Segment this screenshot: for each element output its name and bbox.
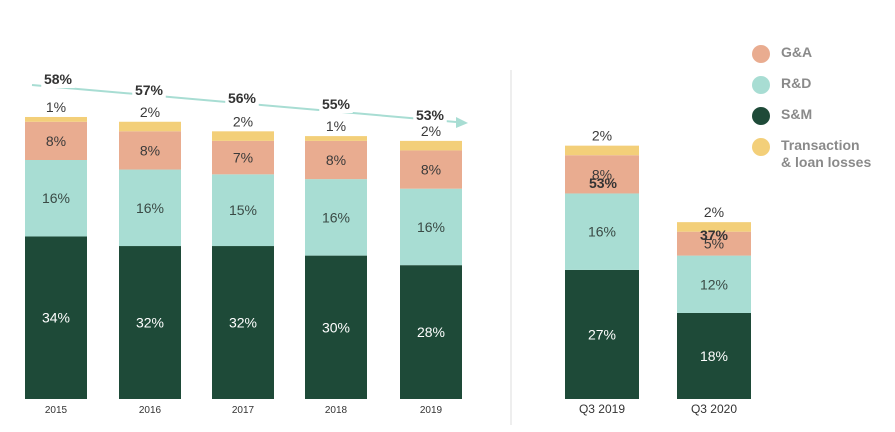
bar-value-label: 8% bbox=[140, 142, 160, 158]
bar-segment bbox=[400, 188, 462, 266]
bar-value-label: 28% bbox=[417, 324, 445, 340]
legend-label: R&D bbox=[781, 75, 812, 91]
bar-segment bbox=[119, 131, 181, 170]
bar-value-label: 1% bbox=[46, 99, 66, 115]
legend-swatch bbox=[752, 76, 770, 94]
bar-value-label: 16% bbox=[417, 219, 445, 235]
bar-value-label: 5% bbox=[704, 236, 724, 252]
legend-swatch bbox=[752, 138, 770, 156]
bar-segment bbox=[212, 140, 274, 175]
bar-value-label: 8% bbox=[592, 166, 612, 182]
bar-total-label: 57% bbox=[135, 82, 164, 98]
bar-segment bbox=[305, 179, 367, 256]
bar-value-label: 27% bbox=[588, 326, 616, 342]
bar-value-label: 8% bbox=[326, 152, 346, 168]
legend-label: S&M bbox=[781, 106, 813, 122]
bar-total-label: 53% bbox=[589, 175, 618, 191]
x-axis-tick-label: 2018 bbox=[325, 405, 348, 416]
bar-segment bbox=[305, 140, 367, 180]
bar-segment bbox=[119, 121, 181, 132]
x-axis-tick-label: 2017 bbox=[232, 405, 255, 416]
bar-value-label: 2% bbox=[140, 104, 160, 120]
bar-segment bbox=[25, 121, 87, 160]
legend-item-sm: S&M bbox=[752, 106, 892, 125]
bar-value-label: 18% bbox=[700, 348, 728, 364]
bar-segment bbox=[677, 222, 751, 232]
bar-value-label: 16% bbox=[136, 200, 164, 216]
x-axis-tick-label: 2015 bbox=[45, 405, 68, 416]
trend-arrow-head bbox=[456, 117, 468, 128]
bar-value-label: 32% bbox=[136, 315, 164, 331]
bar-value-label: 32% bbox=[229, 315, 257, 331]
bar-value-label: 16% bbox=[588, 224, 616, 240]
bar-segment bbox=[25, 160, 87, 237]
bar-segment bbox=[400, 140, 462, 151]
bar-value-label: 2% bbox=[421, 123, 441, 139]
bar-segment bbox=[677, 312, 751, 399]
bar-total-label: 37% bbox=[700, 227, 729, 243]
bar-segment bbox=[400, 265, 462, 399]
x-axis-tick-label: Q3 2019 bbox=[579, 402, 625, 416]
bar-value-label: 30% bbox=[322, 319, 350, 335]
x-axis-tick-label: Q3 2020 bbox=[691, 402, 737, 416]
bar-value-label: 1% bbox=[326, 118, 346, 134]
bar-value-label: 16% bbox=[322, 209, 350, 225]
bar-value-label: 8% bbox=[421, 162, 441, 178]
bar-segment bbox=[565, 269, 639, 399]
bar-segment bbox=[212, 131, 274, 141]
legend-item-transaction: Transaction & loan losses bbox=[752, 137, 892, 171]
bar-segment bbox=[119, 246, 181, 399]
bar-value-label: 15% bbox=[229, 202, 257, 218]
total-label-bg bbox=[132, 81, 166, 99]
legend-item-ga: G&A bbox=[752, 44, 892, 63]
legend: G&A R&D S&M Transaction & loan losses bbox=[752, 44, 892, 183]
bar-value-label: 2% bbox=[233, 113, 253, 129]
bar-value-label: 8% bbox=[46, 133, 66, 149]
bar-value-label: 2% bbox=[592, 128, 612, 144]
bar-value-label: 16% bbox=[42, 190, 70, 206]
legend-swatch bbox=[752, 107, 770, 125]
x-axis-tick-label: 2016 bbox=[139, 405, 162, 416]
bar-segment bbox=[565, 193, 639, 270]
bar-segment bbox=[565, 155, 639, 194]
bar-value-label: 7% bbox=[233, 150, 253, 166]
bar-value-label: 12% bbox=[700, 276, 728, 292]
bar-total-label: 58% bbox=[44, 71, 73, 87]
bar-segment bbox=[565, 145, 639, 156]
bar-total-label: 55% bbox=[322, 96, 351, 112]
total-label-bg bbox=[413, 106, 447, 124]
bar-segment bbox=[305, 136, 367, 141]
legend-swatch bbox=[752, 45, 770, 63]
legend-item-rd: R&D bbox=[752, 75, 892, 94]
bar-value-label: 34% bbox=[42, 310, 70, 326]
bar-segment bbox=[212, 174, 274, 247]
total-label-bg bbox=[319, 95, 353, 113]
bar-segment bbox=[677, 255, 751, 313]
total-label-bg bbox=[225, 89, 259, 107]
legend-label: G&A bbox=[781, 44, 813, 60]
bar-total-label: 53% bbox=[416, 107, 445, 123]
bar-segment bbox=[305, 255, 367, 399]
bar-total-label: 56% bbox=[228, 90, 257, 106]
bar-segment bbox=[677, 231, 751, 256]
total-label-bg bbox=[41, 70, 75, 88]
bar-value-label: 2% bbox=[704, 204, 724, 220]
x-axis-tick-label: 2019 bbox=[420, 405, 443, 416]
bar-segment bbox=[119, 169, 181, 247]
bar-segment bbox=[25, 116, 87, 122]
legend-label: Transaction & loan losses bbox=[781, 137, 872, 170]
bar-segment bbox=[400, 150, 462, 189]
bar-segment bbox=[25, 236, 87, 399]
bar-segment bbox=[212, 246, 274, 399]
